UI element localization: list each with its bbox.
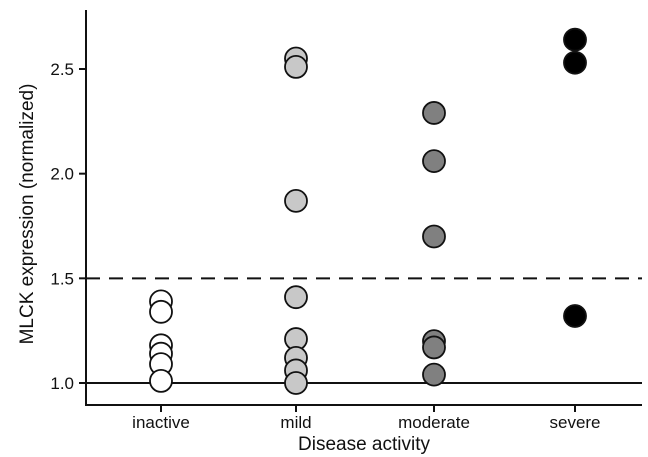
data-point-severe — [563, 50, 587, 75]
y-axis-label: MLCK expression (normalized) — [17, 84, 38, 345]
data-point-mild — [284, 285, 308, 310]
y-tick-label: 2.0 — [50, 165, 74, 184]
data-point-inactive — [149, 369, 173, 393]
data-point-moderate — [422, 335, 446, 360]
x-axis-label: Disease activity — [298, 434, 430, 455]
data-point-moderate — [422, 224, 446, 249]
data-point-severe — [563, 27, 587, 52]
y-tick-label: 1.0 — [50, 374, 74, 393]
data-point-severe — [563, 304, 587, 328]
data-point-mild — [284, 188, 308, 213]
reference-lines — [86, 277, 642, 384]
y-tick-label: 2.5 — [50, 60, 74, 79]
y-tick-label: 1.5 — [50, 269, 74, 288]
data-point-mild — [284, 371, 308, 395]
tick-labels: 1.0 1.5 2.0 2.5 inactive mild moderate severe — [50, 60, 600, 432]
x-tick-label: inactive — [132, 413, 190, 432]
x-tick-label: moderate — [398, 413, 470, 432]
data-points — [149, 27, 587, 395]
data-point-inactive — [149, 299, 173, 324]
data-point-moderate — [422, 101, 446, 125]
data-point-moderate — [422, 149, 446, 174]
axes — [79, 10, 642, 412]
data-point-mild — [284, 55, 308, 79]
data-point-moderate — [422, 362, 446, 387]
x-tick-label: mild — [280, 413, 311, 432]
x-tick-label: severe — [549, 413, 600, 432]
